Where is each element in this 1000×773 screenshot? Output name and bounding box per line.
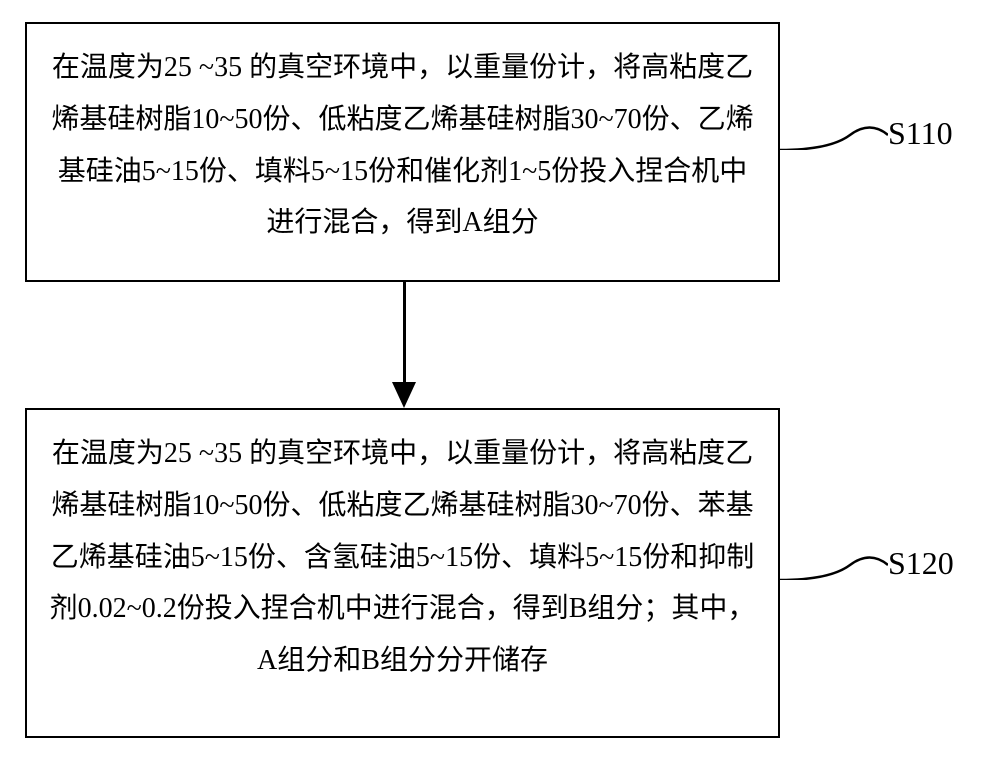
arrow-head-icon: [392, 382, 416, 408]
step-text: 在温度为25 ~35 的真空环境中，以重量份计，将高粘度乙烯基硅树脂10~50份…: [47, 428, 758, 687]
step-label: S120: [888, 545, 954, 582]
label-connector: [780, 100, 888, 150]
step-text: 在温度为25 ~35 的真空环境中，以重量份计，将高粘度乙烯基硅树脂10~50份…: [47, 42, 758, 249]
step-label: S110: [888, 115, 953, 152]
label-connector: [780, 530, 888, 580]
flowchart-step-box: 在温度为25 ~35 的真空环境中，以重量份计，将高粘度乙烯基硅树脂10~50份…: [25, 22, 780, 282]
flowchart-container: 在温度为25 ~35 的真空环境中，以重量份计，将高粘度乙烯基硅树脂10~50份…: [0, 0, 1000, 773]
arrow-line: [403, 282, 406, 387]
flow-arrow: [395, 282, 415, 408]
flowchart-step-box: 在温度为25 ~35 的真空环境中，以重量份计，将高粘度乙烯基硅树脂10~50份…: [25, 408, 780, 738]
